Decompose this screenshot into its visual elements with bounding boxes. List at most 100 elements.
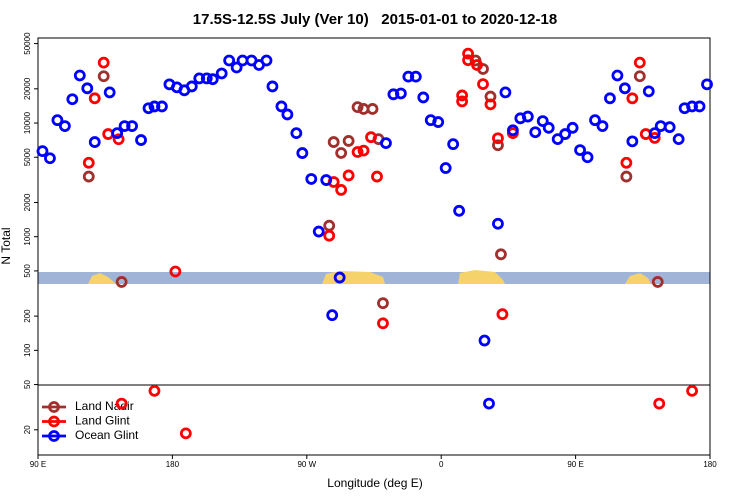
legend-marker <box>48 401 60 413</box>
data-point <box>596 120 609 132</box>
data-point <box>206 73 219 86</box>
data-point <box>672 133 685 146</box>
data-point <box>633 70 646 83</box>
data-point <box>118 120 131 132</box>
data-point <box>409 70 422 83</box>
data-point <box>462 54 474 67</box>
y-tick-label: 50000 <box>23 32 32 55</box>
data-point <box>97 70 110 83</box>
data-point <box>654 120 667 132</box>
data-point <box>377 317 389 330</box>
data-point <box>521 110 534 123</box>
data-point <box>351 146 364 158</box>
data-point <box>335 147 348 159</box>
data-point <box>620 156 633 169</box>
data-point <box>495 248 507 261</box>
data-point <box>82 156 95 169</box>
data-point <box>483 397 495 410</box>
data-point <box>275 100 288 113</box>
data-point <box>686 384 698 397</box>
data-point <box>477 78 489 91</box>
data-point <box>394 87 407 100</box>
data-point <box>499 86 512 99</box>
data-point <box>115 276 128 288</box>
data-point <box>439 162 452 174</box>
data-point <box>312 225 325 238</box>
data-point <box>529 126 542 139</box>
data-point <box>542 121 555 134</box>
data-point <box>142 102 155 115</box>
data-point <box>215 67 228 80</box>
data-point <box>447 138 460 151</box>
data-point <box>618 82 631 95</box>
x-tick-label: 90 E <box>567 460 583 469</box>
data-point <box>365 131 377 144</box>
y-tick-label: 2000 <box>23 193 32 211</box>
data-point <box>456 95 469 108</box>
land-strip <box>625 273 651 284</box>
data-point <box>66 93 79 106</box>
data-point <box>357 144 370 157</box>
plot-frame <box>37 37 711 456</box>
data-point <box>135 134 147 146</box>
data-point <box>323 229 336 242</box>
data-point <box>626 135 639 148</box>
data-point <box>611 69 624 82</box>
data-point <box>223 54 236 67</box>
data-point <box>185 80 198 93</box>
data-point <box>559 128 572 140</box>
data-point <box>633 56 646 69</box>
data-point <box>402 70 415 83</box>
y-tick-label: 100 <box>23 343 32 357</box>
data-point <box>366 103 379 115</box>
legend-marker <box>48 430 60 442</box>
y-tick-label: 10000 <box>23 111 32 134</box>
data-point <box>44 152 56 165</box>
legend-marker <box>48 415 60 428</box>
data-point <box>148 384 161 397</box>
data-point <box>156 100 168 113</box>
data-point <box>81 82 94 95</box>
data-point <box>492 217 504 230</box>
x-axis-label: Longitude (deg E) <box>327 476 422 490</box>
data-point <box>335 184 348 196</box>
data-point <box>323 219 336 232</box>
data-point <box>193 72 206 85</box>
data-point <box>333 271 346 284</box>
data-point <box>701 78 713 91</box>
data-point <box>604 92 616 105</box>
data-point <box>648 131 661 144</box>
legend-label: Land Glint <box>75 414 130 428</box>
data-point <box>200 72 213 85</box>
data-point <box>351 101 364 114</box>
data-point <box>492 139 504 152</box>
data-point <box>651 276 664 288</box>
y-tick-label: 20 <box>23 425 32 434</box>
map-strip <box>38 270 710 284</box>
data-point <box>371 170 383 183</box>
data-point <box>626 92 639 105</box>
y-tick-label: 1000 <box>23 227 32 245</box>
data-point <box>663 121 676 134</box>
y-tick-label: 50 <box>23 380 32 389</box>
x-tick-label: 180 <box>703 460 717 469</box>
data-point <box>260 54 273 67</box>
data-point <box>536 115 549 127</box>
data-point <box>266 80 279 93</box>
data-point <box>230 61 243 74</box>
legend-label: Land Nadir <box>75 399 134 413</box>
data-point <box>88 92 101 105</box>
x-tick-label: 180 <box>166 460 180 469</box>
data-point <box>566 121 579 134</box>
legend-label: Ocean Glint <box>75 428 139 442</box>
data-point <box>648 127 661 140</box>
y-axis-label: N Total <box>0 227 13 264</box>
data-point <box>36 145 49 158</box>
x-tick-label: 90 W <box>297 460 316 469</box>
data-point <box>574 144 586 156</box>
data-point <box>73 69 86 82</box>
data-point <box>653 397 666 410</box>
y-tick-label: 500 <box>23 264 32 278</box>
data-point <box>179 427 192 440</box>
